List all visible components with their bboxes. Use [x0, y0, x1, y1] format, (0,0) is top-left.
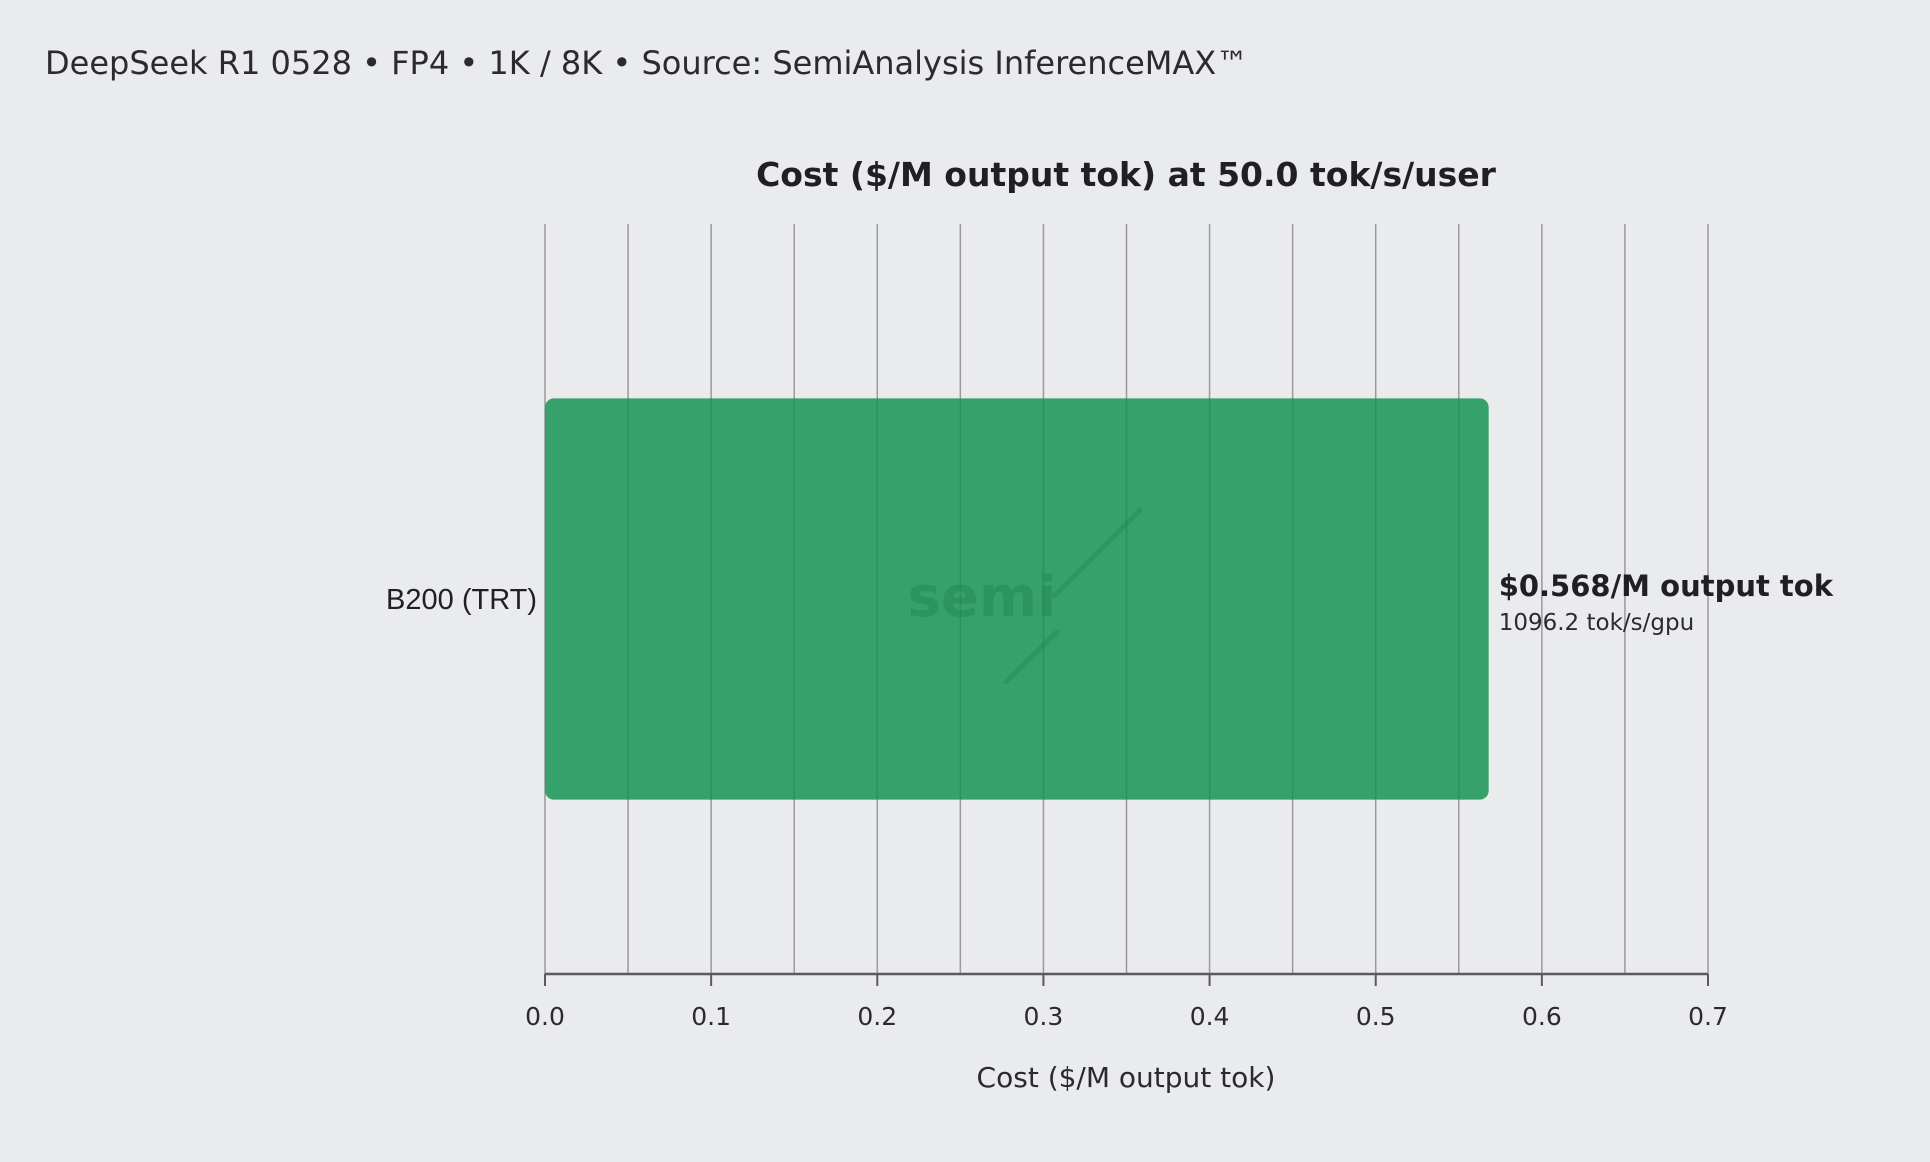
x-tick-label: 0.0: [525, 1002, 565, 1031]
chart-title: Cost ($/M output tok) at 50.0 tok/s/user: [756, 155, 1497, 194]
value-sublabel: 1096.2 tok/s/gpu: [1499, 610, 1694, 636]
chart-subtitle: DeepSeek R1 0528 • FP4 • 1K / 8K • Sourc…: [45, 44, 1249, 82]
x-tick-label: 0.7: [1688, 1002, 1728, 1031]
x-tick-label: 0.2: [857, 1002, 897, 1031]
data-labels: B200 (TRT) $0.568/M output tok 1096.2 tok/…: [386, 569, 1834, 636]
semianalysis-watermark: semi: [908, 507, 1143, 685]
x-axis-label: Cost ($/M output tok): [977, 1061, 1276, 1094]
value-label: $0.568/M output tok: [1499, 569, 1834, 603]
x-tick-label: 0.5: [1356, 1002, 1396, 1031]
bars: [545, 398, 1489, 800]
x-tick-label: 0.4: [1190, 1002, 1230, 1031]
x-axis: 0.0 0.1 0.2 0.3 0.4 0.5 0.6 0.7: [525, 972, 1728, 1031]
watermark-arrow: [1003, 507, 1143, 685]
category-label: B200 (TRT): [386, 584, 537, 616]
x-tick-label: 0.6: [1522, 1002, 1562, 1031]
x-tick-label: 0.3: [1024, 1002, 1064, 1031]
bar: [545, 398, 1489, 800]
x-tick-label: 0.1: [691, 1002, 731, 1031]
watermark-text: semi: [908, 565, 1057, 630]
